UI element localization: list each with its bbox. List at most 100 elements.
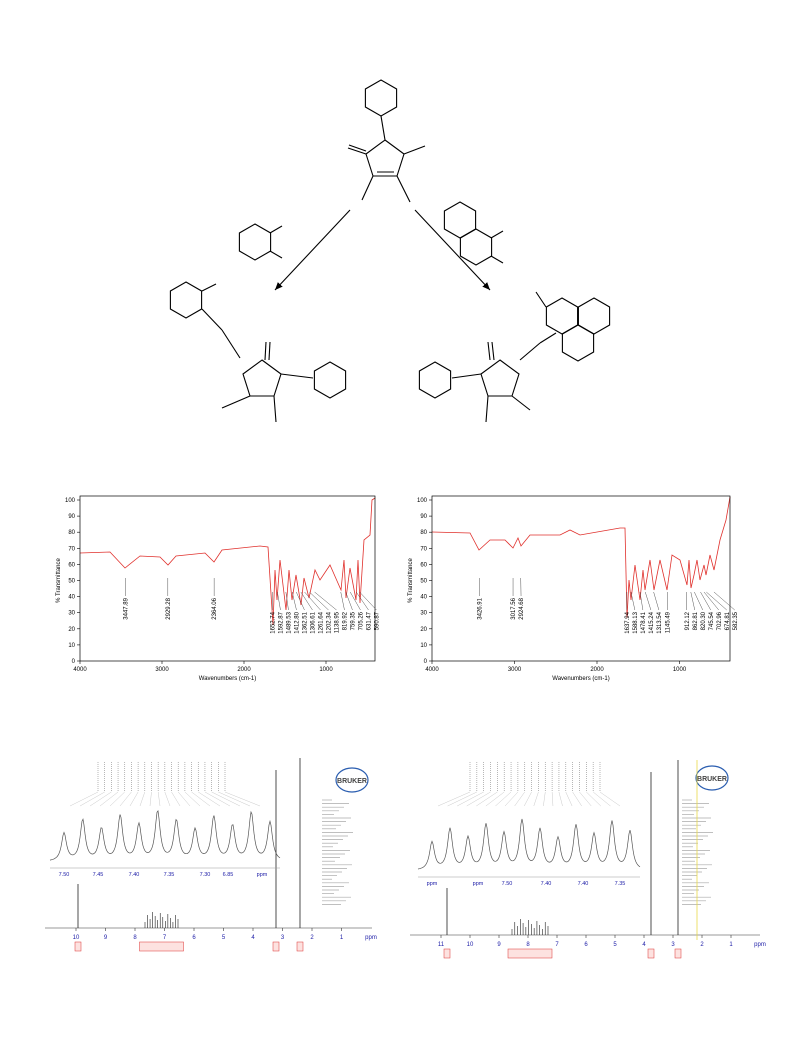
- inset-tick-label: 6.85: [223, 872, 234, 878]
- peak-label-leader: [139, 791, 145, 807]
- peak-label-leader: [89, 791, 112, 807]
- peak-label-leader: [514, 791, 525, 807]
- integration-box: [443, 948, 451, 959]
- peak-leader: [349, 591, 361, 611]
- peak-label-leader: [109, 791, 125, 807]
- peak-label-leader: [543, 791, 546, 807]
- peak-label-leader: [593, 791, 611, 807]
- logo-text: BRUKER: [337, 778, 367, 785]
- peak-label-leader: [599, 791, 621, 807]
- peak-leader: [713, 591, 735, 611]
- logo-mark: [335, 767, 369, 793]
- peak-label-leader: [184, 791, 201, 807]
- y-tick-label: 0: [72, 659, 76, 665]
- axis-unit: ppm: [754, 942, 766, 948]
- peak-label-leader: [149, 791, 152, 807]
- x-tick-label: 8: [133, 935, 137, 941]
- peak-label: 1306.61: [310, 611, 316, 633]
- inset-tick-label: ppm: [257, 872, 268, 878]
- peak-label-leader: [171, 791, 181, 807]
- peak-leader: [653, 591, 660, 611]
- peak-label: 912.12: [685, 611, 691, 630]
- peak-label: 1652.74: [270, 611, 276, 633]
- peak-label-leader: [129, 791, 139, 807]
- peak-label-leader: [198, 791, 221, 807]
- peak-leader: [285, 591, 289, 611]
- peak-label: 702.96: [717, 611, 723, 630]
- peak-label: 1362.51: [302, 611, 308, 633]
- axis-unit: ppm: [365, 935, 377, 941]
- x-tick-label: 1000: [319, 667, 333, 673]
- peak-label: 674.81: [725, 611, 731, 630]
- x-tick-label: 9: [497, 942, 501, 948]
- logo-text: BRUKER: [697, 776, 727, 783]
- y-tick-label: 100: [65, 498, 76, 504]
- y-tick-label: 20: [420, 627, 427, 633]
- y-tick-label: 50: [68, 579, 75, 585]
- peak-label: 1592.87: [278, 611, 284, 633]
- y-tick-label: 70: [420, 546, 427, 552]
- peak-leader: [291, 591, 297, 611]
- reaction-scheme: [169, 79, 611, 423]
- peak-leader: [309, 591, 329, 611]
- peak-label: 1313.54: [657, 611, 663, 633]
- peak-leader: [345, 591, 353, 611]
- x-tick-label: 2: [310, 935, 314, 941]
- peak-label: 582.35: [733, 611, 739, 630]
- x-axis-label: Wavenumbers (cm-1): [199, 676, 256, 682]
- integration-box: [296, 941, 304, 952]
- peak-label-leader: [79, 791, 105, 807]
- peak-label: 759.35: [350, 611, 356, 630]
- integration-box: [272, 941, 280, 952]
- peak-label-leader: [524, 791, 532, 807]
- x-tick-label: 6: [192, 935, 196, 941]
- y-axis-label: % Transmittance: [408, 557, 414, 602]
- y-tick-label: 100: [417, 498, 428, 504]
- peak-label: 1588.13: [633, 611, 639, 633]
- x-tick-label: 10: [73, 935, 80, 941]
- peak-leader: [340, 591, 345, 611]
- integration-box: [674, 948, 682, 959]
- peak-label-leader: [551, 791, 554, 807]
- peak-label: 3426.91: [477, 597, 483, 619]
- x-tick-label: 3: [671, 942, 675, 948]
- peak-label-leader: [447, 791, 477, 807]
- peak-label: 1138.95: [334, 611, 340, 633]
- x-tick-label: 7: [555, 942, 559, 948]
- x-tick-label: 10: [467, 942, 474, 948]
- peak-label-leader: [218, 791, 251, 807]
- logo-mark: [695, 765, 729, 791]
- peak-label-leader: [466, 791, 491, 807]
- peak-leader: [700, 591, 711, 611]
- peak-leader: [690, 591, 695, 611]
- ir-curves: [79, 496, 731, 626]
- peak-label: 1412.80: [294, 611, 300, 633]
- ir-trace: [79, 497, 376, 626]
- y-tick-label: 60: [68, 562, 75, 568]
- x-tick-label: 6: [584, 942, 588, 948]
- y-tick-label: 0: [424, 659, 428, 665]
- x-axis-label: Wavenumbers (cm-1): [552, 676, 609, 682]
- peak-label-leader: [586, 791, 601, 807]
- peak-leader: [630, 591, 636, 611]
- y-tick-label: 10: [420, 643, 427, 649]
- x-tick-label: 3: [281, 935, 285, 941]
- plot-frame: [431, 495, 731, 662]
- x-tick-label: 4000: [425, 667, 439, 673]
- peak-label-leader: [211, 791, 241, 807]
- y-tick-label: 30: [68, 611, 75, 617]
- x-tick-label: 2000: [590, 667, 604, 673]
- peak-label: 1202.34: [326, 611, 332, 633]
- peak-label-leader: [99, 791, 119, 807]
- x-tick-label: 11: [438, 942, 445, 948]
- x-tick-label: 2: [700, 942, 704, 948]
- y-axis-label: % Transmittance: [56, 557, 62, 602]
- y-tick-label: 20: [68, 627, 75, 633]
- peak-label: 2929.28: [166, 597, 172, 619]
- integration-box: [647, 948, 655, 959]
- peak-label-leader: [164, 791, 171, 807]
- peak-leader: [645, 591, 652, 611]
- x-tick-label: 5: [222, 935, 226, 941]
- peak-label-leader: [204, 791, 231, 807]
- peak-label-leader: [178, 791, 191, 807]
